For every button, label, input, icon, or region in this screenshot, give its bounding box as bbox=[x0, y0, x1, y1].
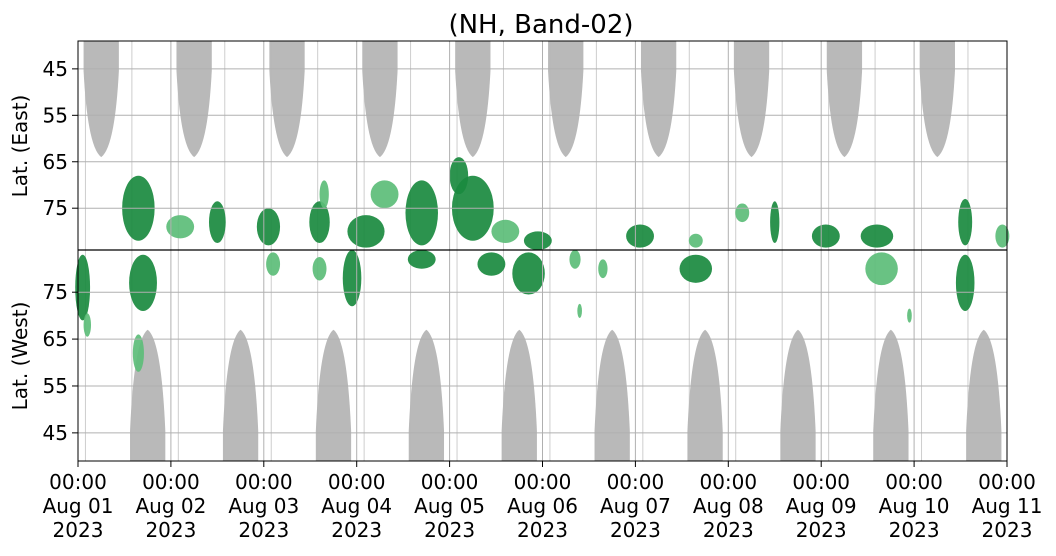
x-tick-label-2: 00:00 Aug 02 2023 bbox=[135, 470, 206, 542]
echo-blob-14 bbox=[342, 250, 362, 307]
plot-area bbox=[75, 40, 1010, 462]
no-data-west-4 bbox=[408, 329, 445, 461]
echo-blob-26 bbox=[598, 259, 608, 279]
y-axis-east: 45 55 65 75 bbox=[43, 57, 78, 220]
echo-blob-8 bbox=[256, 208, 281, 246]
echo-blob-4 bbox=[129, 254, 157, 311]
echo-blob-20 bbox=[477, 252, 506, 276]
y-tick-label-west-4: 45 bbox=[43, 421, 68, 445]
x-tick-label-10: 00:00 Aug 10 2023 bbox=[879, 470, 950, 542]
echo-blob-38 bbox=[995, 224, 1010, 248]
y-tick-label-east-4: 75 bbox=[43, 196, 68, 220]
echo-blob-11 bbox=[319, 180, 329, 209]
no-data-east-1 bbox=[83, 41, 119, 158]
echo-blob-33 bbox=[860, 224, 894, 248]
x-tick-label-1: 00:00 Aug 01 2023 bbox=[43, 470, 114, 542]
y-axis-west: 75 65 55 45 bbox=[43, 280, 78, 445]
no-data-east-2 bbox=[176, 41, 212, 158]
echo-blob-1 bbox=[75, 254, 91, 321]
echo-blob-34 bbox=[865, 252, 898, 286]
echo-blob-2 bbox=[83, 313, 92, 337]
no-data-east-10 bbox=[919, 41, 955, 158]
echo-blob-6 bbox=[166, 215, 195, 239]
no-data-west-3 bbox=[315, 329, 352, 461]
x-tick-label-5: 00:00 Aug 05 2023 bbox=[414, 470, 485, 542]
echo-blob-27 bbox=[626, 224, 654, 248]
no-data-east-8 bbox=[733, 41, 770, 158]
echo-blob-28 bbox=[679, 254, 713, 283]
echo-blob-31 bbox=[770, 201, 780, 244]
echo-blob-32 bbox=[811, 224, 840, 248]
y-tick-label-west-3: 55 bbox=[43, 374, 68, 398]
echo-blob-5 bbox=[132, 334, 144, 372]
x-tick-label-3: 00:00 Aug 03 2023 bbox=[228, 470, 299, 542]
no-data-west-6 bbox=[594, 329, 630, 461]
x-tick-label-4: 00:00 Aug 04 2023 bbox=[321, 470, 392, 542]
echo-blob-36 bbox=[958, 198, 973, 246]
echo-blob-7 bbox=[208, 201, 226, 244]
echo-blob-35 bbox=[907, 308, 912, 323]
y-tick-label-west-2: 65 bbox=[43, 327, 68, 351]
no-data-east-9 bbox=[826, 41, 863, 158]
no-data-east-5 bbox=[455, 41, 491, 158]
y-tick-label-east-1: 45 bbox=[43, 57, 68, 81]
echo-blob-13 bbox=[347, 215, 385, 248]
y-tick-label-west-1: 75 bbox=[43, 280, 68, 304]
x-tick-label-11: 00:00 Aug 11 2023 bbox=[972, 470, 1043, 542]
echo-blob-29 bbox=[688, 233, 703, 248]
x-tick-label-8: 00:00 Aug 08 2023 bbox=[693, 470, 764, 542]
echo-blob-22 bbox=[523, 231, 552, 250]
no-data-west-8 bbox=[780, 329, 816, 461]
no-data-regions bbox=[83, 41, 1002, 461]
no-data-west-5 bbox=[501, 329, 537, 461]
no-data-west-10 bbox=[966, 329, 1002, 461]
no-data-west-2 bbox=[222, 329, 259, 461]
no-data-west-7 bbox=[687, 329, 723, 461]
y-tick-label-east-2: 55 bbox=[43, 103, 68, 127]
echo-blob-9 bbox=[266, 252, 281, 276]
no-data-west-9 bbox=[873, 329, 909, 461]
echo-blob-37 bbox=[955, 254, 975, 311]
echo-blob-21 bbox=[491, 219, 520, 244]
no-data-east-6 bbox=[548, 41, 584, 158]
x-tick-label-6: 00:00 Aug 06 2023 bbox=[507, 470, 578, 542]
y-tick-label-east-3: 65 bbox=[43, 150, 68, 174]
echo-blob-12 bbox=[312, 257, 327, 281]
echo-blob-24 bbox=[569, 250, 581, 269]
y-axis-label-west: Lat. (West) bbox=[8, 302, 32, 411]
echo-blob-17 bbox=[407, 250, 436, 269]
echo-blob-16 bbox=[405, 180, 438, 246]
grid bbox=[77, 41, 1008, 461]
y-axis-label-east: Lat. (East) bbox=[8, 95, 32, 198]
no-data-east-3 bbox=[269, 41, 305, 158]
no-data-east-4 bbox=[362, 41, 398, 158]
x-tick-label-9: 00:00 Aug 09 2023 bbox=[786, 470, 857, 542]
x-tick-label-7: 00:00 Aug 07 2023 bbox=[600, 470, 671, 542]
echo-blob-30 bbox=[735, 203, 750, 223]
x-axis: 00:00 Aug 01 2023 00:00 Aug 02 2023 00:00 Aug 0… bbox=[43, 461, 1043, 542]
echo-blob-23 bbox=[512, 252, 545, 295]
chart-title: (NH, Band-02) bbox=[448, 10, 633, 40]
echo-blob-25 bbox=[577, 303, 582, 318]
no-data-east-7 bbox=[640, 41, 677, 158]
echo-blob-10 bbox=[309, 201, 330, 244]
echo-blob-15 bbox=[370, 180, 399, 209]
